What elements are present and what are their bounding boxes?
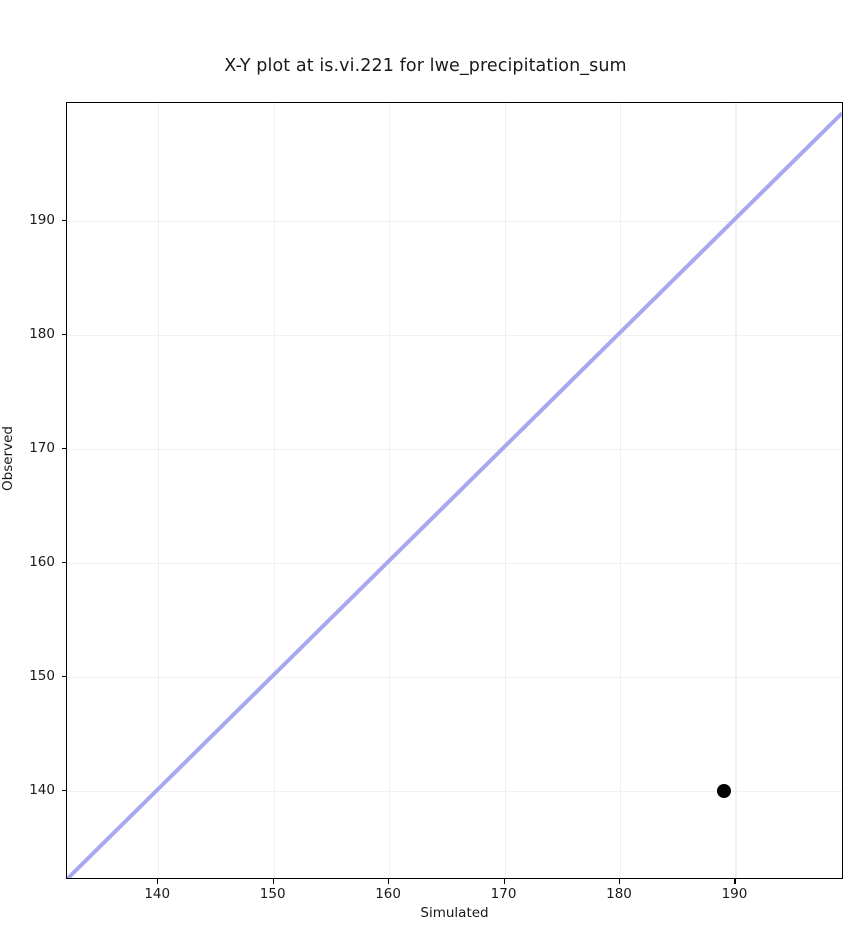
y-tick-mark xyxy=(61,219,66,221)
x-tick-label: 150 xyxy=(259,886,286,902)
y-tick-label: 140 xyxy=(29,782,55,798)
y-tick-mark xyxy=(61,561,66,563)
gridline-horizontal xyxy=(67,676,842,679)
x-tick-label: 180 xyxy=(606,886,632,902)
plot-area xyxy=(66,102,843,879)
y-tick-mark xyxy=(61,790,66,792)
y-tick-label: 150 xyxy=(29,667,55,684)
y-tick-mark xyxy=(61,333,66,335)
chart-title-line-1: X-Y plot at is.vi.221 for lwe_precipitat… xyxy=(224,56,627,76)
y-tick-label: 160 xyxy=(29,553,55,570)
gridline-vertical xyxy=(620,103,622,878)
y-tick-mark xyxy=(61,447,66,449)
x-tick-mark xyxy=(157,879,159,884)
gridline-vertical xyxy=(158,103,160,878)
identity-line xyxy=(67,111,842,878)
x-tick-mark xyxy=(619,879,621,884)
x-tick-mark xyxy=(388,879,390,884)
gridline-horizontal xyxy=(67,562,842,564)
gridline-vertical xyxy=(389,103,391,878)
x-tick-mark xyxy=(734,879,736,884)
x-tick-mark xyxy=(503,879,505,884)
x-tick-label: 160 xyxy=(375,886,401,902)
data-point-marker[interactable] xyxy=(716,784,731,798)
x-tick-label: 170 xyxy=(490,886,517,902)
gridline-horizontal xyxy=(67,334,842,336)
x-tick-label: 140 xyxy=(144,886,171,902)
x-tick-label: 190 xyxy=(721,886,748,902)
gridline-vertical xyxy=(273,103,275,878)
y-tick-label: 180 xyxy=(29,325,55,342)
y-tick-label: 170 xyxy=(29,439,55,456)
gridline-vertical xyxy=(735,103,737,878)
y-tick-label: 190 xyxy=(29,211,55,228)
y-axis-label: Observed xyxy=(0,425,16,491)
gridline-vertical xyxy=(504,103,506,878)
gridline-horizontal xyxy=(67,220,842,222)
y-tick-mark xyxy=(61,675,66,678)
identity-line-path xyxy=(67,111,842,878)
gridline-horizontal xyxy=(67,448,842,450)
x-axis-label: Simulated xyxy=(420,905,489,921)
x-tick-mark xyxy=(272,879,274,884)
